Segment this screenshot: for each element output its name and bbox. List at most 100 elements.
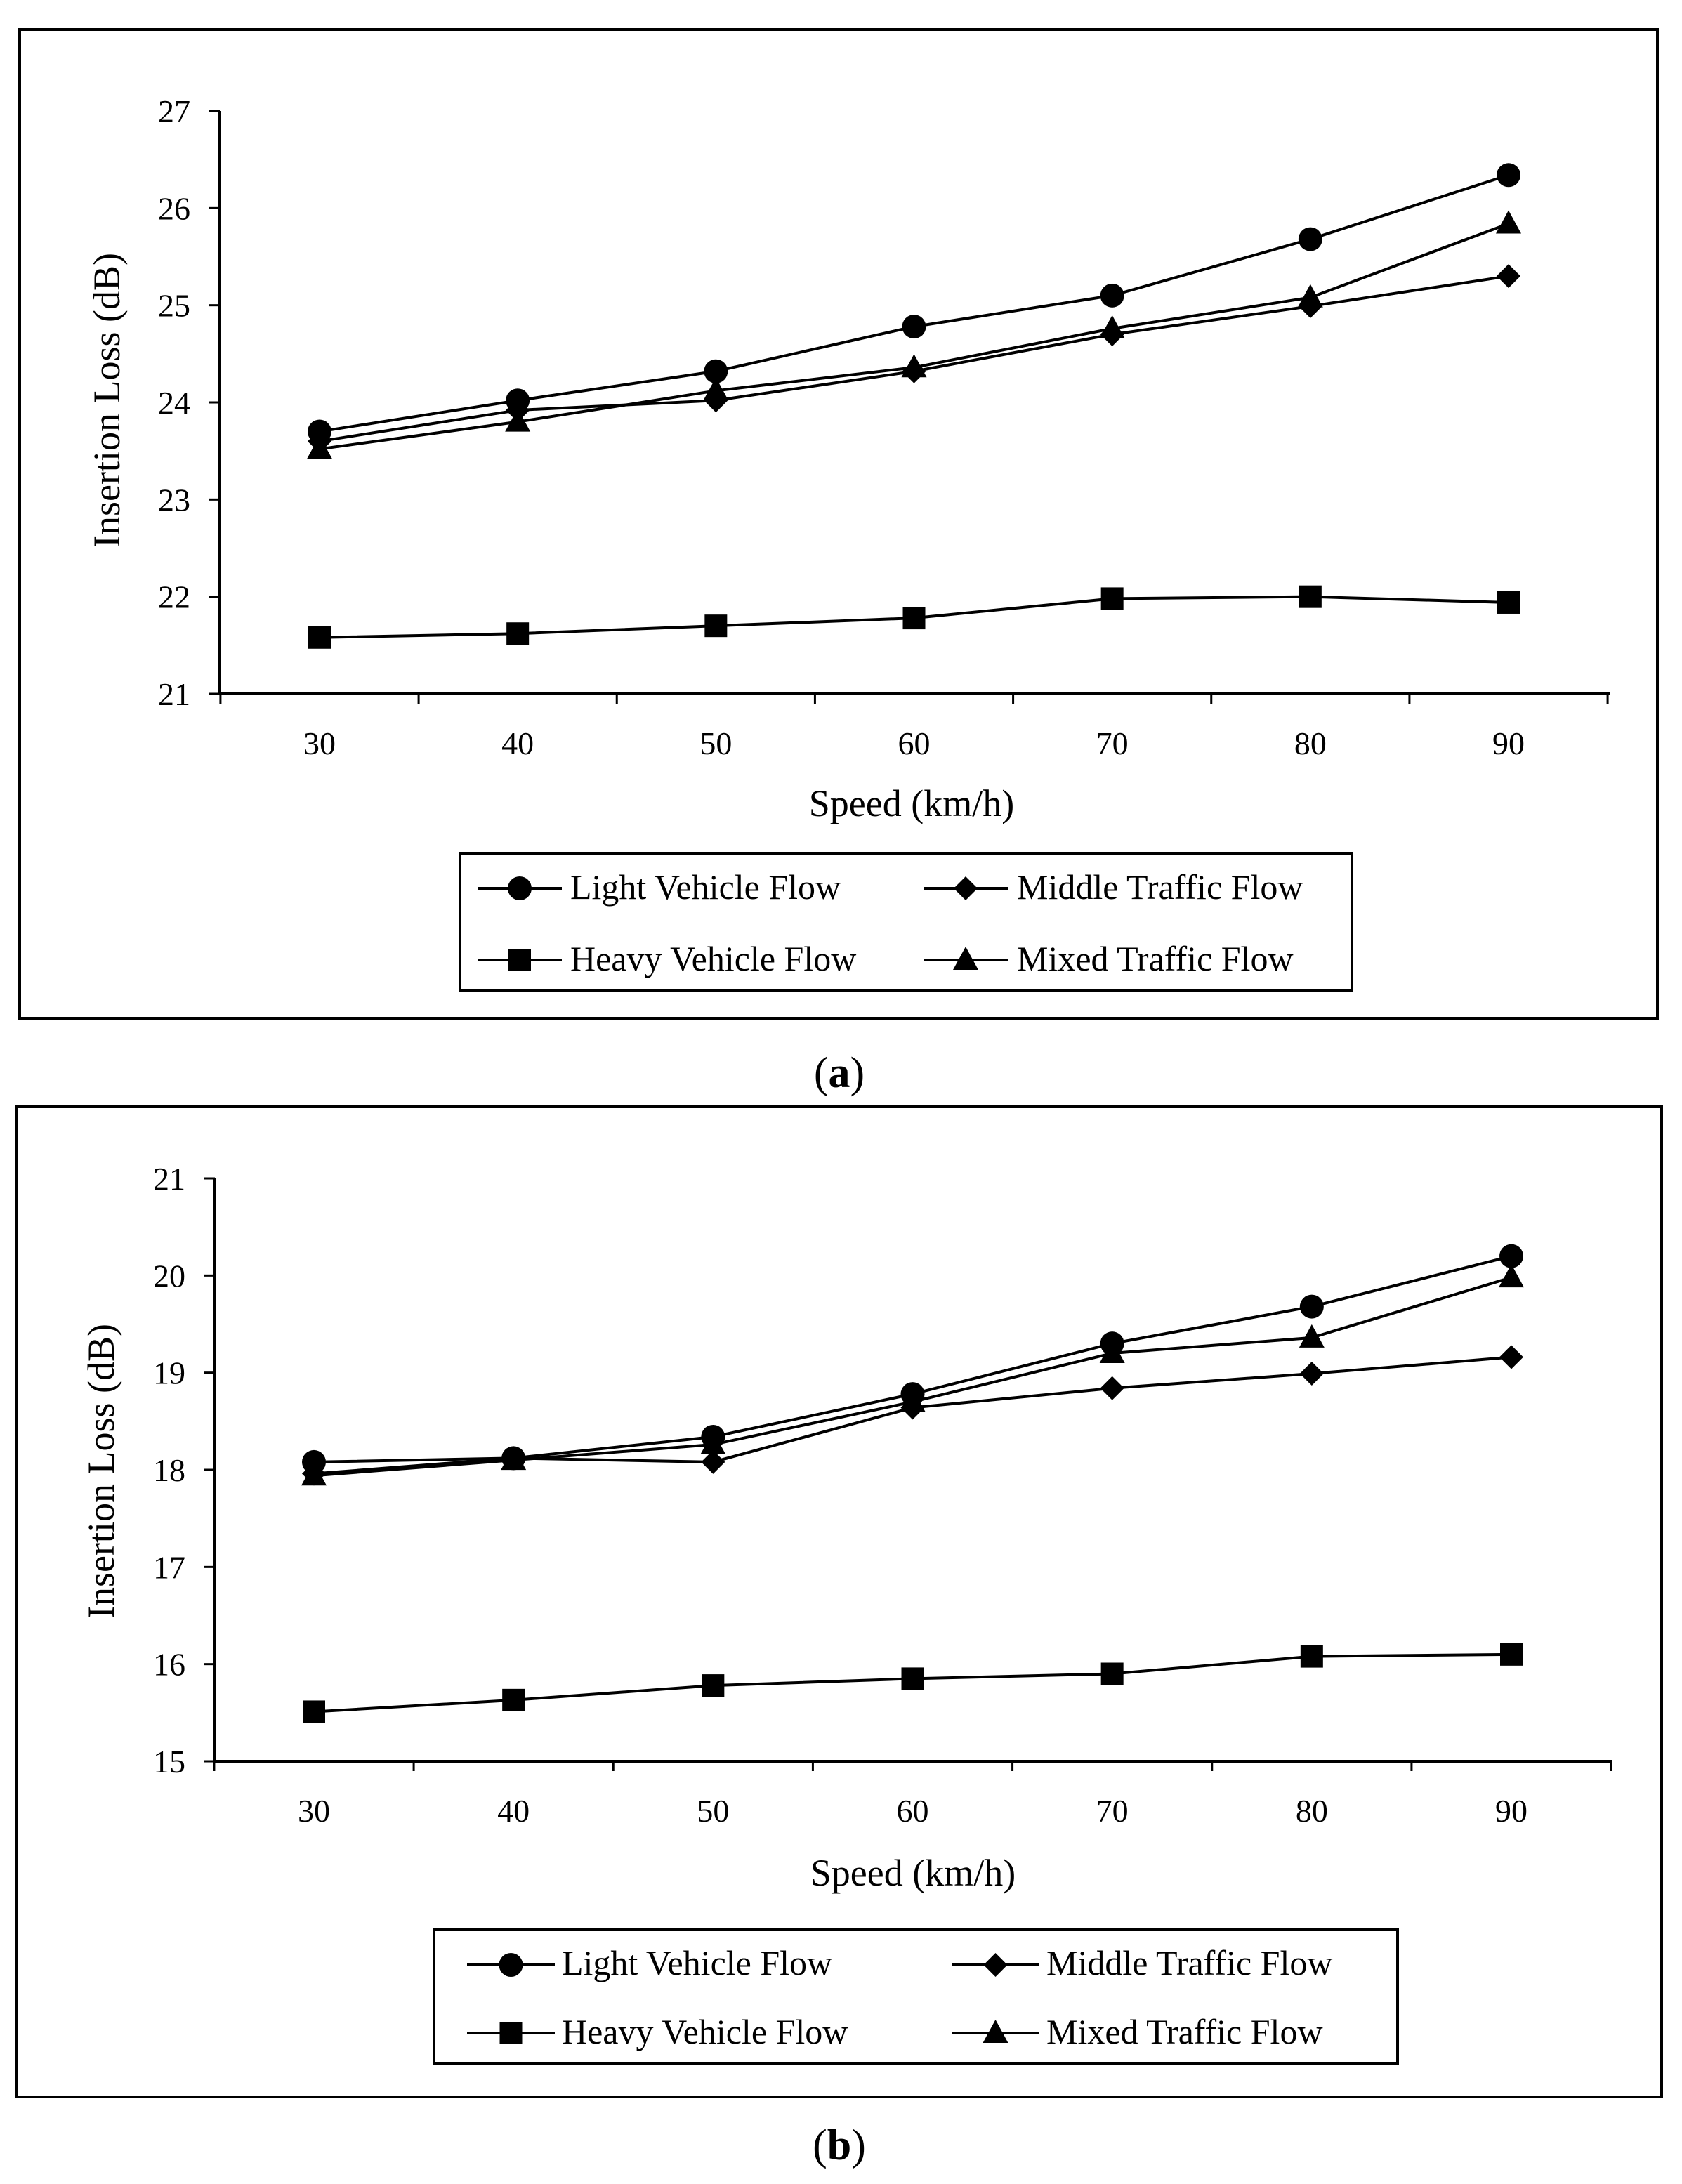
point-middle-traffic-flow-b-90 — [1499, 1345, 1523, 1369]
point-mixed-traffic-flow-a-70 — [1099, 315, 1125, 338]
point-light-vehicle-flow-b-90 — [1499, 1244, 1523, 1268]
legend-label-heavy-vehicle-flow-b: Heavy Vehicle Flow — [562, 2012, 848, 2051]
chart-frame-b — [15, 1105, 1663, 2098]
series-heavy-vehicle-flow-b — [303, 1643, 1523, 1723]
legend-label-mixed-traffic-flow-b: Mixed Traffic Flow — [1046, 2012, 1323, 2051]
legend-label-mixed-traffic-flow-a: Mixed Traffic Flow — [1017, 939, 1294, 978]
x-tick-label-a-30: 30 — [303, 725, 336, 761]
legend-marker-mixed-traffic-flow-a — [953, 947, 978, 970]
x-tick-label-b-90: 90 — [1495, 1793, 1527, 1829]
point-mixed-traffic-flow-a-80 — [1297, 284, 1323, 308]
legend-label-middle-traffic-flow-b: Middle Traffic Flow — [1046, 1943, 1332, 1982]
point-heavy-vehicle-flow-a-60 — [902, 607, 926, 630]
y-tick-label-b-18: 18 — [153, 1452, 185, 1488]
point-light-vehicle-flow-a-60 — [902, 315, 926, 339]
y-tick-label-b-21: 21 — [153, 1161, 185, 1197]
legend-marker-heavy-vehicle-flow-a — [508, 949, 531, 971]
x-tick-label-a-70: 70 — [1096, 725, 1129, 761]
point-mixed-traffic-flow-b-40 — [501, 1447, 527, 1471]
x-tick-label-a-80: 80 — [1294, 725, 1327, 761]
point-light-vehicle-flow-a-80 — [1298, 227, 1322, 251]
y-tick-label-a-27: 27 — [158, 93, 190, 129]
point-heavy-vehicle-flow-a-70 — [1100, 587, 1124, 610]
series-mixed-traffic-flow-b — [301, 1264, 1524, 1486]
y-tick-label-a-24: 24 — [158, 385, 190, 421]
x-tick-label-b-50: 50 — [697, 1793, 729, 1829]
y-tick-label-b-19: 19 — [153, 1355, 185, 1391]
point-mixed-traffic-flow-b-50 — [700, 1431, 726, 1455]
x-tick-label-b-30: 30 — [298, 1793, 330, 1829]
legend-box-a — [459, 852, 1353, 992]
legend-box-b — [433, 1928, 1399, 2065]
legend-marker-middle-traffic-flow-a — [954, 876, 978, 900]
point-mixed-traffic-flow-b-80 — [1299, 1324, 1325, 1348]
point-heavy-vehicle-flow-a-80 — [1299, 585, 1322, 608]
legend-label-light-vehicle-flow-a: Light Vehicle Flow — [570, 867, 841, 907]
legend-label-heavy-vehicle-flow-a: Heavy Vehicle Flow — [570, 939, 856, 978]
y-axis-title-b: Insertion Loss (dB) — [80, 1324, 122, 1619]
chart-panel-a: 21 22 23 24 25 26 27 30 40 50 60 70 80 90 Speed (km/h… — [18, 28, 1659, 1020]
legend-marker-light-vehicle-flow-a — [508, 876, 532, 900]
legend-b: Light Vehicle Flow Middle Traffic Flow H… — [433, 1928, 1399, 2065]
x-tick-label-b-80: 80 — [1296, 1793, 1328, 1829]
x-tick-label-b-60: 60 — [897, 1793, 929, 1829]
series-middle-traffic-flow-b — [302, 1345, 1523, 1486]
x-axis-title-b: Speed (km/h) — [810, 1852, 1016, 1894]
series-line-mixed-traffic-flow-b — [313, 1276, 1512, 1478]
point-mixed-traffic-flow-a-40 — [505, 408, 531, 432]
point-heavy-vehicle-flow-a-50 — [704, 614, 728, 638]
point-mixed-traffic-flow-a-90 — [1496, 210, 1521, 234]
plot-area-a: 21 22 23 24 25 26 27 30 40 50 60 70 80 90 — [158, 93, 1610, 761]
point-light-vehicle-flow-b-80 — [1299, 1294, 1324, 1319]
series-heavy-vehicle-flow-a — [308, 585, 1520, 649]
series-mixed-traffic-flow-a — [307, 210, 1521, 459]
x-tick-label-a-40: 40 — [501, 725, 534, 761]
point-middle-traffic-flow-b-80 — [1299, 1362, 1324, 1386]
point-heavy-vehicle-flow-b-80 — [1300, 1645, 1323, 1668]
point-middle-traffic-flow-b-50 — [701, 1449, 725, 1474]
point-mixed-traffic-flow-b-90 — [1499, 1264, 1524, 1288]
legend-marker-heavy-vehicle-flow-b — [499, 2022, 523, 2044]
y-tick-label-b-15: 15 — [153, 1744, 185, 1780]
point-heavy-vehicle-flow-a-40 — [506, 622, 530, 645]
point-heavy-vehicle-flow-b-70 — [1100, 1662, 1124, 1685]
legend-label-light-vehicle-flow-b: Light Vehicle Flow — [562, 1943, 832, 1982]
point-heavy-vehicle-flow-b-30 — [303, 1700, 325, 1723]
series-light-vehicle-flow-b — [302, 1244, 1523, 1474]
x-tick-label-a-50: 50 — [699, 725, 732, 761]
chart-panel-b: 15 16 17 18 19 20 21 30 40 50 60 70 80 90 Speed (km/h… — [15, 1105, 1663, 2098]
x-tick-label-a-90: 90 — [1492, 725, 1525, 761]
chart-frame-a — [18, 28, 1659, 1020]
point-light-vehicle-flow-a-90 — [1497, 163, 1520, 188]
panel-caption-a: (a) — [814, 1049, 865, 1097]
point-heavy-vehicle-flow-b-50 — [702, 1674, 725, 1697]
point-heavy-vehicle-flow-b-60 — [901, 1667, 924, 1690]
y-tick-label-b-20: 20 — [153, 1258, 185, 1294]
y-tick-label-a-22: 22 — [158, 579, 190, 615]
point-mixed-traffic-flow-b-30 — [301, 1462, 327, 1486]
y-tick-label-a-25: 25 — [158, 288, 190, 324]
legend-label-middle-traffic-flow-a: Middle Traffic Flow — [1017, 867, 1303, 907]
x-tick-label-a-60: 60 — [898, 725, 931, 761]
caption-letter-b: b — [827, 2121, 851, 2169]
legend-a: Light Vehicle Flow Middle Traffic Flow H… — [459, 852, 1353, 992]
point-heavy-vehicle-flow-a-90 — [1497, 591, 1520, 614]
point-mixed-traffic-flow-a-30 — [307, 435, 332, 459]
point-middle-traffic-flow-b-70 — [1100, 1376, 1124, 1400]
series-line-light-vehicle-flow-b — [313, 1254, 1512, 1463]
x-axis-title-a: Speed (km/h) — [809, 782, 1014, 824]
point-heavy-vehicle-flow-a-30 — [308, 626, 331, 649]
y-tick-label-a-23: 23 — [158, 482, 190, 518]
point-light-vehicle-flow-a-50 — [704, 359, 728, 383]
legend-marker-light-vehicle-flow-b — [499, 1953, 523, 1977]
y-tick-label-b-16: 16 — [153, 1647, 185, 1683]
caption-letter-a: a — [829, 1049, 850, 1097]
point-heavy-vehicle-flow-b-90 — [1500, 1643, 1523, 1666]
legend-marker-middle-traffic-flow-b — [983, 1953, 1008, 1977]
legend-marker-mixed-traffic-flow-b — [983, 2020, 1008, 2043]
point-mixed-traffic-flow-b-70 — [1099, 1340, 1125, 1363]
plot-area-b: 15 16 17 18 19 20 21 30 40 50 60 70 80 90 — [153, 1161, 1612, 1829]
y-tick-label-a-26: 26 — [158, 190, 190, 226]
x-tick-label-b-40: 40 — [497, 1793, 530, 1829]
